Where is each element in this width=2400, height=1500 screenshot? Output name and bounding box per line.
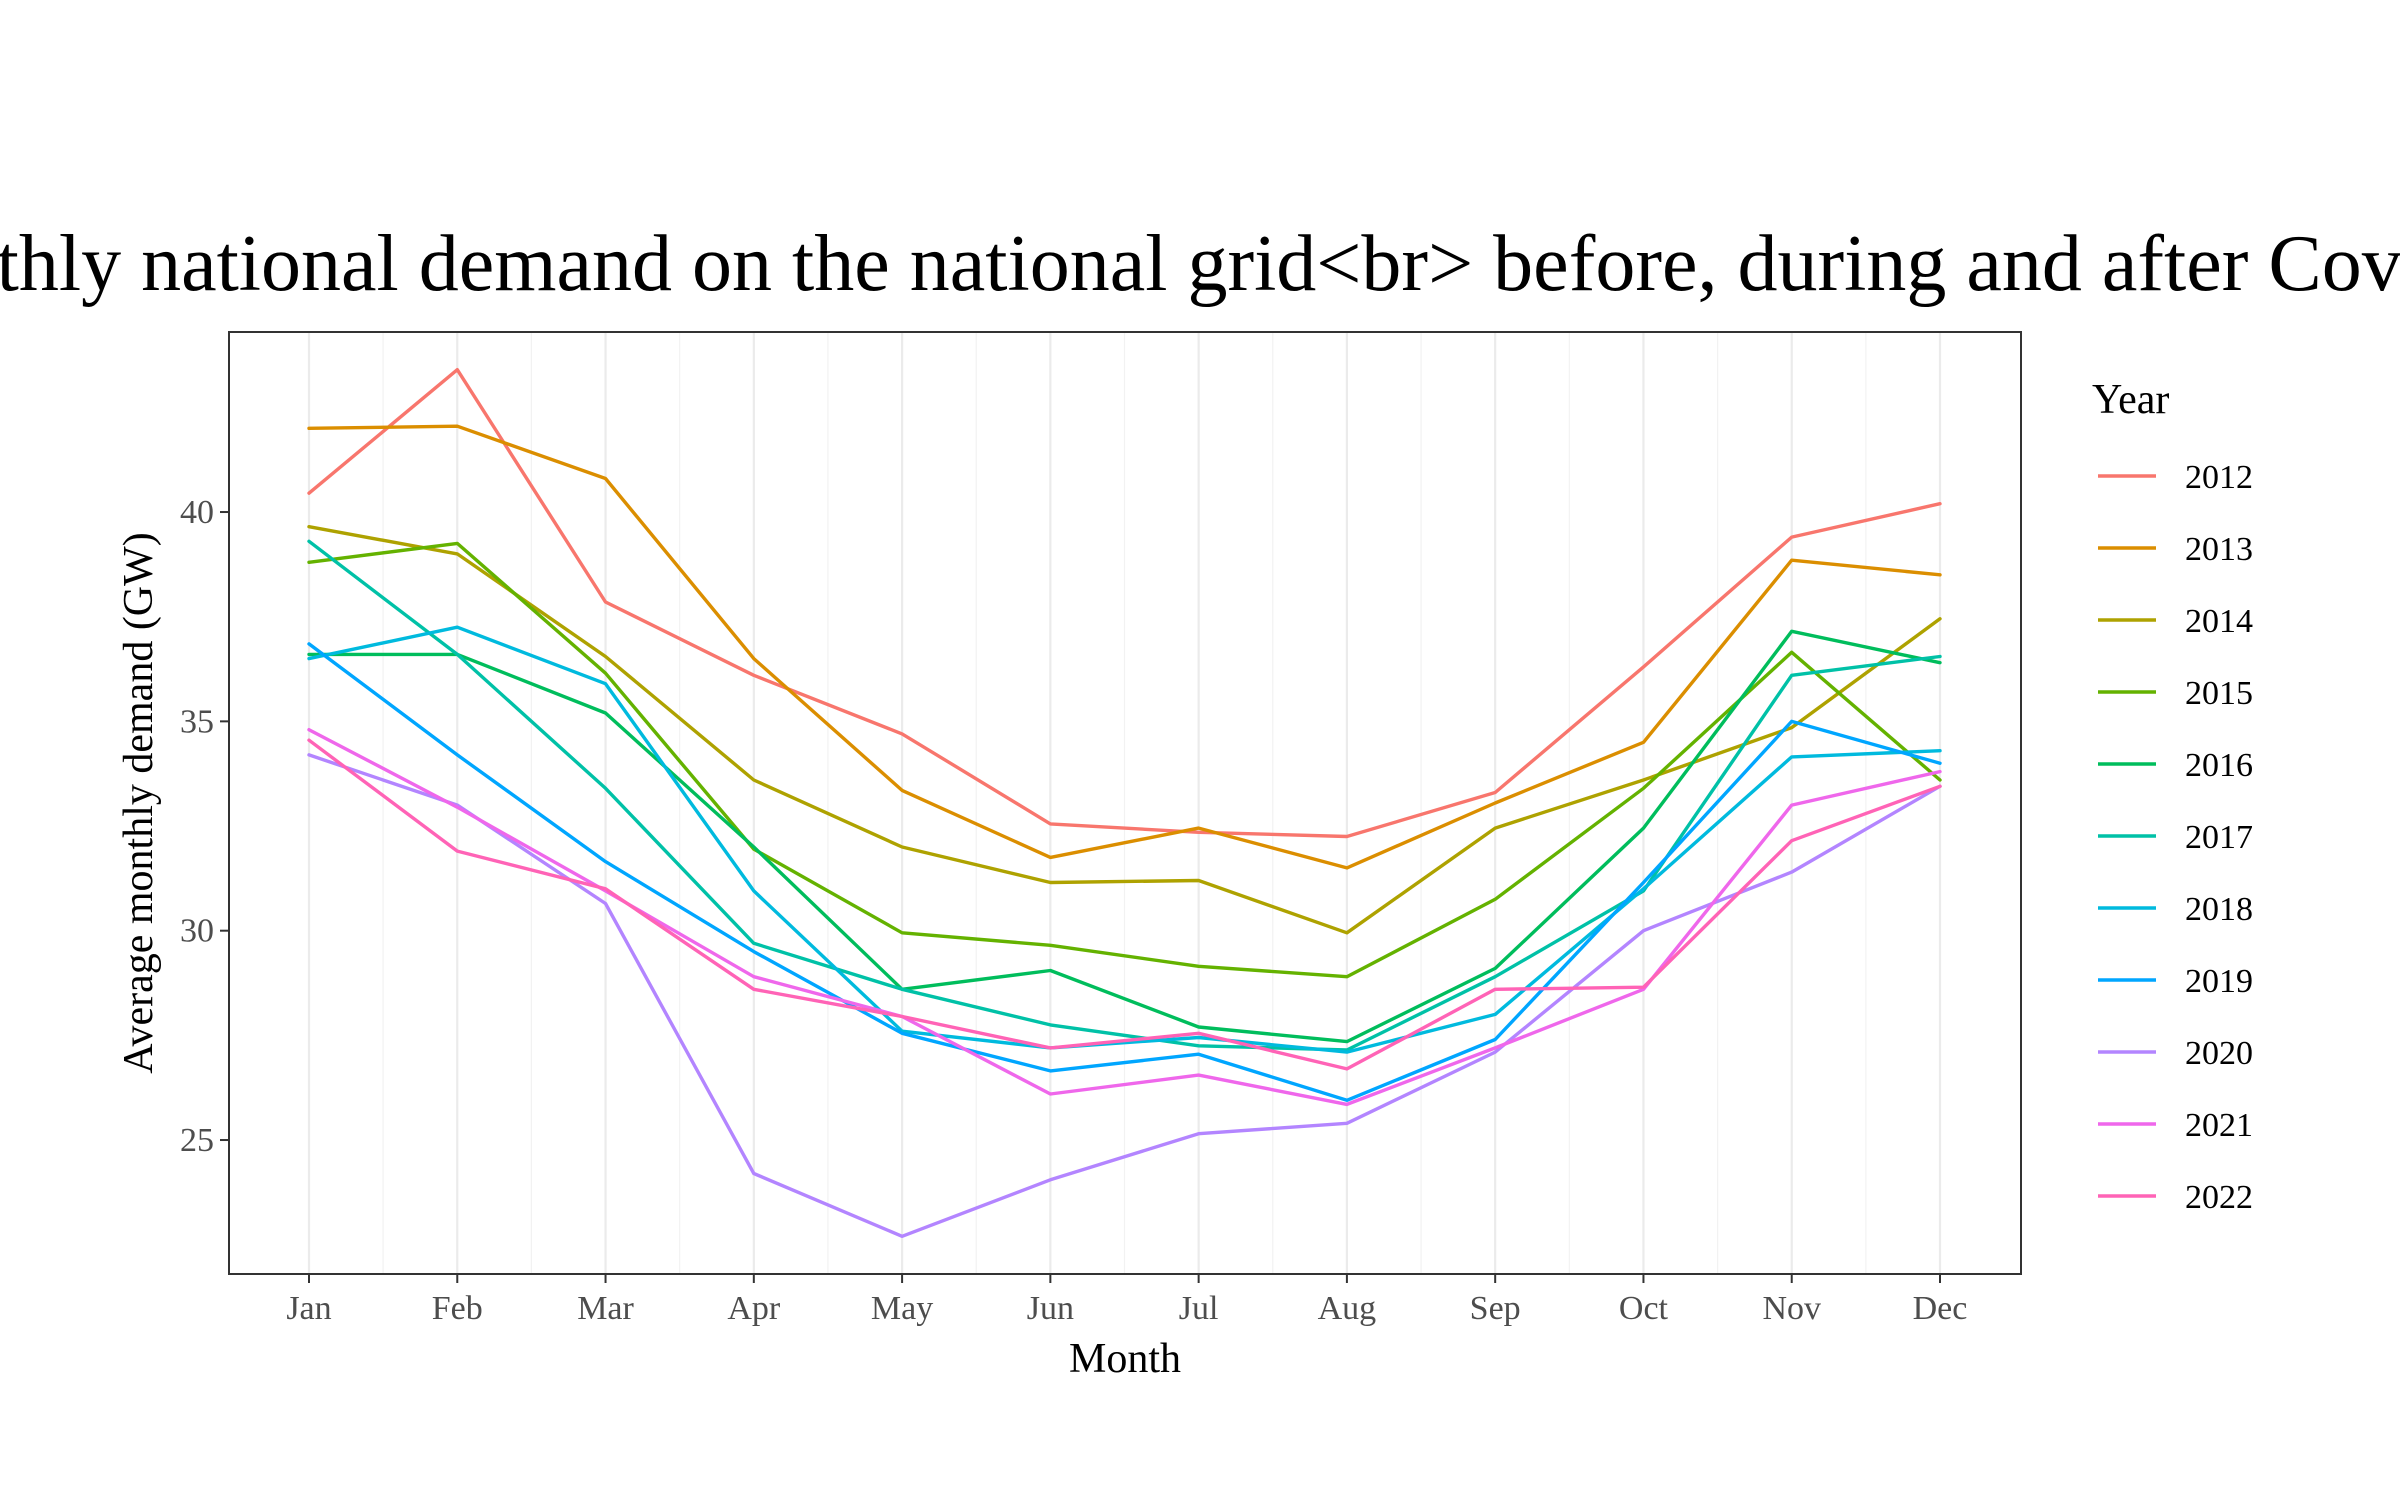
series-line-2012 [307, 368, 1942, 839]
legend-title: Year [2092, 377, 2169, 423]
grid-lines [307, 332, 1942, 1274]
series-lines [307, 368, 1942, 1239]
x-tick-label: Sep [1470, 1290, 1521, 1327]
y-tick-label: 40 [180, 494, 214, 531]
series-line-2014 [307, 525, 1942, 935]
legend-label: 2013 [2185, 531, 2253, 568]
legend-label: 2017 [2185, 819, 2253, 856]
x-tick-label: May [871, 1290, 933, 1327]
series-line-2013 [307, 424, 1942, 870]
legend-label: 2018 [2185, 891, 2253, 928]
y-tick-label: 30 [180, 913, 214, 950]
series-line-2016 [307, 629, 1942, 1044]
legend-label: 2014 [2185, 603, 2253, 640]
y-axis: 25 30 35 40 [180, 494, 229, 1159]
legend-label: 2021 [2185, 1107, 2253, 1144]
x-tick-label: Aug [1318, 1290, 1377, 1327]
series-line-2020 [307, 753, 1942, 1239]
x-axis-title: Month [1069, 1336, 1181, 1382]
legend-label: 2022 [2185, 1179, 2253, 1216]
legend-label: 2015 [2185, 675, 2253, 712]
y-axis-title: Average monthly demand (GW) [116, 532, 162, 1074]
y-tick-label: 25 [180, 1122, 214, 1159]
legend-label: 2016 [2185, 747, 2253, 784]
x-tick-label: Oct [1619, 1290, 1669, 1327]
x-tick-label: Feb [432, 1290, 483, 1327]
legend: Year 2012 2013 2014 2015 2016 2017 2018 2019 202… [2092, 377, 2253, 1216]
plot-border [228, 331, 2022, 1275]
x-tick-label: Apr [727, 1290, 781, 1327]
series-line-2018 [307, 625, 1942, 1054]
x-tick-label: Mar [577, 1290, 634, 1327]
y-tick-label: 35 [180, 703, 214, 740]
x-axis: Jan Feb Mar Apr May Jun Jul Aug Sep Oct Nov Dec [286, 1274, 1967, 1327]
chart-title: Average monthly national demand on the n… [0, 220, 2400, 308]
legend-label: 2020 [2185, 1035, 2253, 1072]
series-line-2019 [307, 642, 1942, 1103]
legend-label: 2012 [2185, 459, 2253, 496]
x-tick-label: Nov [1762, 1290, 1821, 1327]
series-line-2021 [307, 728, 1942, 1107]
x-tick-label: Jul [1179, 1290, 1219, 1327]
x-tick-label: Dec [1913, 1290, 1968, 1327]
series-line-2015 [307, 541, 1942, 979]
series-line-2022 [307, 738, 1942, 1071]
x-tick-label: Jun [1027, 1290, 1074, 1327]
legend-label: 2019 [2185, 963, 2253, 1000]
x-tick-label: Jan [286, 1290, 331, 1327]
